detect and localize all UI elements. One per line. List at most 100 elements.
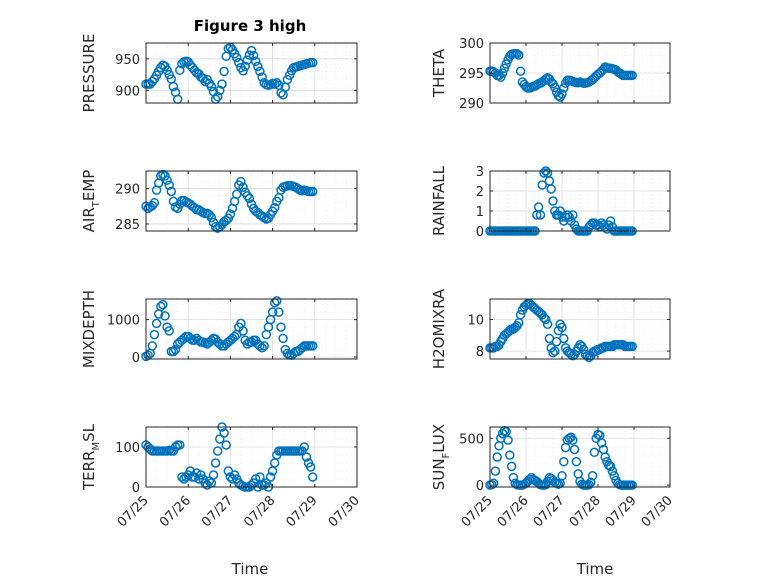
data-point: [242, 190, 253, 201]
data-series: [141, 422, 318, 492]
data-point: [586, 477, 596, 488]
axes-frame: [145, 42, 358, 104]
y-axis-label: H2OMIXRA: [430, 288, 448, 369]
axes-frame: [489, 298, 671, 360]
data-point: [158, 299, 168, 310]
data-point: [305, 462, 316, 472]
data-series: [485, 49, 637, 102]
data-series: [485, 166, 637, 236]
data-point: [147, 341, 158, 351]
data-point: [497, 68, 508, 78]
y-axis-label: PRESSURE: [80, 34, 98, 113]
data-point: [541, 314, 551, 325]
data-point: [217, 79, 227, 89]
data-point: [208, 470, 219, 480]
data-point: [605, 216, 616, 226]
data-point: [246, 45, 257, 56]
data-point: [557, 89, 567, 99]
axes-frame: [489, 170, 671, 232]
data-point: [492, 452, 502, 462]
x-tick-label: 07/28: [241, 493, 278, 530]
data-point: [164, 326, 174, 336]
data-series: [141, 296, 318, 362]
data-series: [141, 169, 318, 233]
subplot-2: 290 295 300 THETA: [430, 37, 671, 112]
data-point: [166, 186, 177, 197]
data-point: [151, 318, 162, 329]
data-point: [147, 76, 158, 87]
data-point: [236, 176, 246, 187]
y-axis-label: MIXDEPTH: [80, 290, 98, 368]
data-point: [539, 168, 549, 178]
data-point: [569, 444, 580, 455]
y-tick-label: 285: [115, 218, 140, 233]
data-point: [557, 322, 567, 333]
data-point: [175, 65, 185, 75]
data-point: [259, 341, 269, 351]
data-point: [587, 471, 598, 481]
data-point: [276, 322, 286, 332]
data-point: [627, 70, 637, 81]
data-point: [600, 452, 610, 462]
data-point: [231, 52, 242, 63]
data-point: [548, 347, 558, 358]
data-point: [210, 458, 221, 468]
y-axis-label: AIRTEMP: [80, 170, 102, 233]
data-point: [257, 343, 267, 353]
data-point: [238, 182, 248, 192]
data-point: [267, 307, 278, 317]
data-point: [244, 50, 255, 60]
data-point: [550, 346, 560, 356]
data-point: [568, 435, 578, 445]
axes-frame: [489, 426, 671, 488]
data-point: [221, 215, 231, 226]
data-point: [170, 344, 181, 355]
y-tick-label: 950: [115, 53, 140, 68]
data-point: [149, 198, 160, 208]
y-tick-label: 290: [459, 97, 484, 112]
data-point: [248, 50, 259, 61]
data-point: [508, 472, 519, 483]
data-point: [156, 301, 166, 312]
data-point: [223, 43, 234, 54]
x-tick-label: 07/29: [284, 493, 321, 530]
y-tick-label: 0: [132, 481, 140, 496]
data-point: [307, 472, 318, 482]
figure-title: Figure 3 high: [194, 17, 307, 35]
y-tick-label: 10: [467, 314, 484, 329]
data-point: [206, 81, 217, 92]
data-point: [605, 461, 616, 472]
data-point: [269, 202, 280, 213]
data-point: [204, 210, 215, 220]
data-point: [609, 471, 619, 481]
data-point: [265, 472, 276, 482]
data-series: [141, 42, 318, 104]
data-point: [278, 333, 288, 344]
data-point: [544, 176, 555, 186]
data-point: [177, 472, 187, 482]
x-tick-label: 07/27: [531, 493, 568, 530]
data-point: [238, 66, 248, 76]
data-point: [490, 466, 501, 476]
y-tick-label: 0: [476, 225, 484, 240]
data-point: [535, 210, 546, 220]
x-tick-label: 07/26: [495, 493, 532, 530]
data-point: [282, 74, 293, 85]
data-point: [548, 196, 558, 206]
x-tick-label: 07/29: [603, 493, 640, 530]
data-point: [189, 335, 200, 346]
y-tick-label: 1000: [107, 314, 140, 329]
data-point: [550, 82, 560, 93]
data-point: [555, 206, 565, 216]
y-axis-label: TERRMSL: [80, 423, 102, 491]
y-tick-label: 500: [459, 432, 484, 447]
data-point: [206, 212, 217, 223]
data-point: [212, 91, 223, 102]
data-point: [168, 346, 179, 357]
y-tick-label: 0: [132, 351, 140, 366]
data-point: [559, 333, 569, 344]
data-point: [244, 193, 255, 204]
data-point: [164, 69, 174, 80]
data-point: [215, 85, 225, 96]
data-point: [307, 57, 318, 68]
